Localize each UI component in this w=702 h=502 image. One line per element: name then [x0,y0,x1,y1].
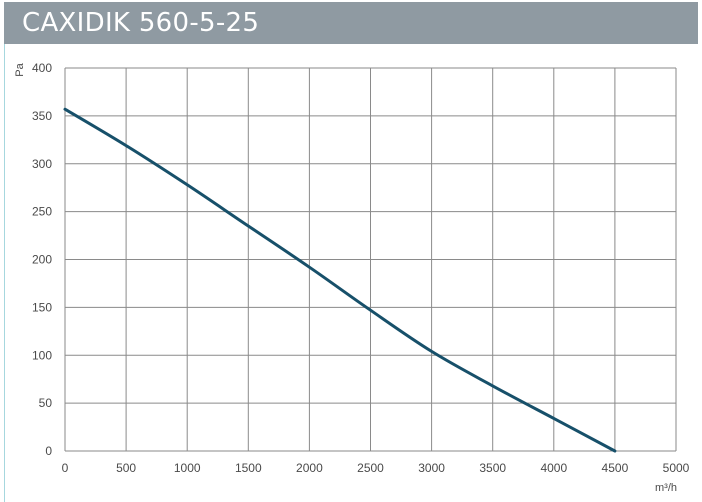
y-tick-labels: 0 50 100 150 200 250 300 350 400 [32,61,52,458]
y-tick-label: 100 [32,348,52,362]
x-tick-label: 1000 [174,461,201,475]
x-tick-label: 4500 [602,461,629,475]
y-tick-label: 350 [32,109,52,123]
series-line [63,107,617,453]
x-tick-label: 1500 [235,461,262,475]
y-axis-unit-label: Pa [14,62,26,76]
x-tick-label: 4000 [540,461,567,475]
x-tick-label: 3500 [479,461,506,475]
x-axis-unit-label: m³/h [655,482,677,494]
chart-title: CAXIDIK 560-5-25 [22,8,260,38]
x-tick-labels: 0 500 1000 1500 2000 2500 3000 3500 4000 4500 5000 [62,461,690,475]
y-tick-label: 150 [32,300,52,314]
y-tick-label: 300 [32,157,52,171]
y-tick-label: 50 [39,396,53,410]
x-tick-label: 2000 [296,461,323,475]
grid [64,67,677,452]
title-bar: CAXIDIK 560-5-25 [4,2,698,44]
y-tick-label: 0 [45,444,52,458]
y-tick-label: 400 [32,61,52,75]
x-tick-label: 3000 [418,461,445,475]
x-tick-label: 2500 [357,461,384,475]
left-divider [4,44,5,502]
series-layer [63,107,617,453]
y-tick-label: 200 [32,253,52,267]
y-tick-label: 250 [32,205,52,219]
x-tick-label: 5000 [663,461,690,475]
x-tick-label: 500 [116,461,136,475]
x-tick-label: 0 [62,461,69,475]
